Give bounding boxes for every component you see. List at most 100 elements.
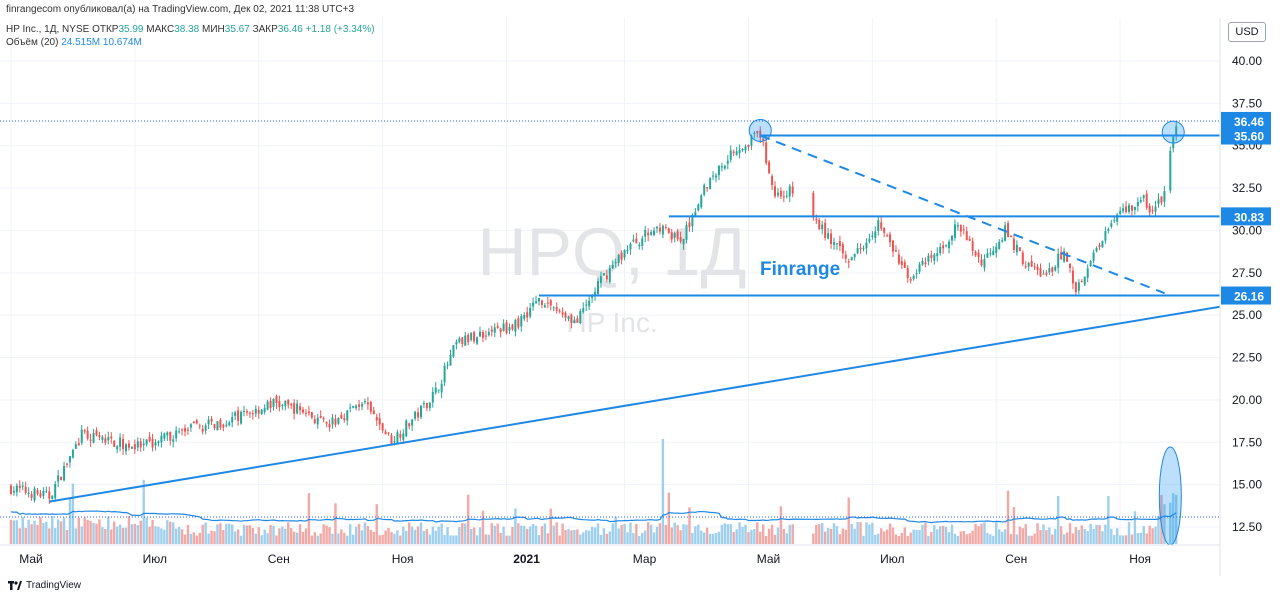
candle-body bbox=[965, 231, 968, 241]
candle-body bbox=[313, 419, 316, 424]
candle-body bbox=[130, 446, 133, 449]
candle-body bbox=[611, 265, 614, 269]
tradingview-logo[interactable]: TradingView bbox=[8, 580, 81, 591]
candle-body bbox=[86, 430, 89, 439]
candle-body bbox=[449, 354, 452, 366]
candle-body bbox=[458, 338, 461, 343]
volume-bar bbox=[1068, 523, 1072, 544]
volume-bar bbox=[48, 528, 51, 544]
volume-bar bbox=[862, 535, 865, 544]
ohlc-legend[interactable]: HP Inc., 1Д, NYSE ОТКР35.99 МАКС38.38 МИ… bbox=[6, 24, 375, 35]
volume-bar bbox=[1110, 528, 1113, 544]
candle-body bbox=[1057, 253, 1060, 268]
candle-body bbox=[656, 226, 658, 229]
volume-bar bbox=[918, 529, 921, 544]
candle-body bbox=[1116, 214, 1119, 222]
currency-button[interactable]: USD bbox=[1228, 22, 1266, 42]
candle-body bbox=[732, 151, 735, 154]
volume-bar bbox=[1042, 524, 1045, 544]
candle-body bbox=[1045, 272, 1048, 275]
candle-body bbox=[122, 438, 125, 450]
volume-bar bbox=[868, 524, 871, 544]
low-value: 35.67 bbox=[224, 24, 250, 35]
candle-body bbox=[561, 312, 564, 315]
volume-bar bbox=[850, 523, 853, 544]
volume-bar bbox=[272, 525, 275, 544]
volume-bar bbox=[1074, 527, 1078, 544]
candle-body bbox=[750, 135, 753, 146]
candle-body bbox=[1169, 151, 1172, 191]
volume-bar bbox=[101, 527, 104, 544]
candle-body bbox=[647, 232, 650, 236]
volume-bar bbox=[1080, 525, 1083, 544]
candle-body bbox=[499, 328, 502, 333]
candle-body bbox=[476, 337, 479, 344]
volume-label[interactable]: Объём (20) bbox=[6, 37, 59, 48]
volume-bar bbox=[9, 519, 13, 544]
volume-bar bbox=[502, 526, 505, 544]
volume-bar bbox=[788, 524, 791, 544]
volume-bar bbox=[903, 527, 906, 544]
candle-body bbox=[753, 132, 756, 134]
volume-bar bbox=[490, 523, 493, 544]
candle-body bbox=[986, 253, 989, 258]
drawings[interactable] bbox=[0, 118, 1221, 546]
candle-body bbox=[912, 275, 915, 279]
volume-bar bbox=[871, 522, 874, 544]
candle-body bbox=[747, 144, 750, 148]
volume-bar bbox=[310, 535, 314, 544]
candle-body bbox=[57, 475, 60, 482]
volume-bar bbox=[915, 529, 918, 544]
volume-bar bbox=[950, 524, 954, 544]
candle-body bbox=[80, 429, 83, 443]
candle-body bbox=[287, 399, 290, 405]
candle-body bbox=[245, 411, 248, 413]
volume-bar bbox=[413, 529, 417, 544]
candle-body bbox=[673, 233, 676, 238]
candle-body bbox=[723, 165, 726, 169]
volume-bar bbox=[897, 535, 901, 544]
volume-bar bbox=[331, 533, 334, 544]
candle-body bbox=[216, 421, 219, 431]
volume-bar bbox=[676, 525, 679, 544]
volume-bar bbox=[95, 523, 98, 544]
volume-bar bbox=[493, 525, 496, 544]
candle-body bbox=[1104, 230, 1107, 241]
volume-bar bbox=[39, 517, 42, 544]
price-label-box bbox=[1221, 286, 1271, 305]
time-axis[interactable]: Май Июл Сен Ноя 2021 Мар Май Июл Сен Ноя bbox=[19, 552, 1151, 566]
volume-bar bbox=[540, 526, 544, 544]
candle-body bbox=[139, 441, 142, 448]
symbol-name[interactable]: HP Inc., 1Д, NYSE bbox=[6, 24, 90, 35]
volume-bar bbox=[204, 522, 207, 544]
volume-legend[interactable]: Объём (20) 24.515M 10.674M bbox=[6, 37, 142, 48]
volume-bar bbox=[236, 529, 240, 544]
candle-body bbox=[605, 275, 608, 280]
volume-bar bbox=[269, 525, 272, 544]
volume-bar bbox=[779, 506, 783, 544]
candle-body bbox=[847, 261, 850, 263]
candle-body bbox=[623, 250, 626, 258]
volume-bar bbox=[481, 510, 485, 544]
candle-body bbox=[821, 224, 824, 230]
candle-body bbox=[552, 307, 555, 309]
price-tick-label: 27.50 bbox=[1232, 266, 1262, 280]
volume-bar bbox=[974, 523, 977, 544]
volume-bar bbox=[148, 526, 151, 544]
volume-bar bbox=[1009, 534, 1013, 544]
candle-body bbox=[874, 231, 877, 238]
volume-bar bbox=[437, 526, 440, 544]
candle-body bbox=[396, 432, 399, 443]
price-axis[interactable]: 12.50 15.00 17.50 20.00 22.50 25.00 27.50 30.00… bbox=[1221, 54, 1271, 534]
volume-bar bbox=[1036, 523, 1039, 544]
volume-bar bbox=[1160, 495, 1163, 544]
volume-bar bbox=[924, 522, 927, 544]
volume-bar bbox=[652, 532, 656, 544]
candle-body bbox=[921, 260, 924, 265]
volume-bar bbox=[1163, 504, 1166, 544]
candle-body bbox=[302, 409, 304, 413]
candle-body bbox=[735, 151, 738, 155]
candle-body bbox=[207, 419, 210, 425]
candle-body bbox=[555, 307, 558, 311]
